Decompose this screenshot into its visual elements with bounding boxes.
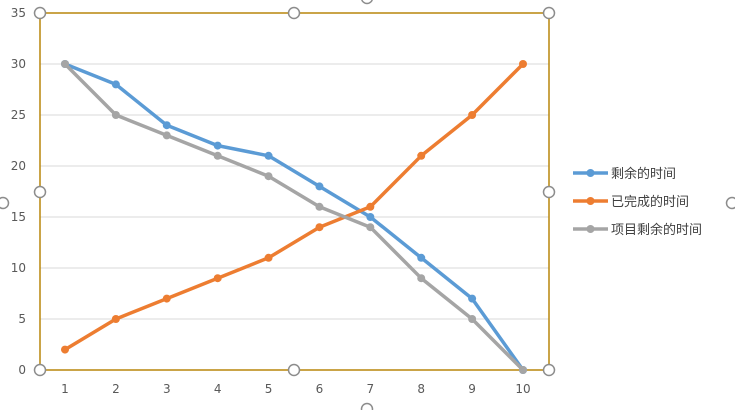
resize-handle[interactable] xyxy=(542,363,556,377)
x-tick-label: 8 xyxy=(417,382,425,396)
data-point[interactable] xyxy=(111,111,120,119)
series-line[interactable] xyxy=(63,62,525,372)
x-tick-label: 4 xyxy=(214,382,222,396)
series-3[interactable] xyxy=(61,60,527,374)
data-point[interactable] xyxy=(162,121,171,130)
legend-label: 剩余的时间 xyxy=(611,166,676,182)
y-tick-label: 30 xyxy=(11,57,26,71)
y-tick-label: 10 xyxy=(11,261,26,275)
data-point[interactable] xyxy=(61,60,69,68)
series-line[interactable] xyxy=(63,62,525,352)
y-tick-label: 20 xyxy=(11,159,26,173)
x-tick-label: 6 xyxy=(316,382,324,396)
resize-handle[interactable] xyxy=(542,185,556,199)
x-tick-label: 10 xyxy=(515,382,530,396)
resize-handle[interactable] xyxy=(33,6,47,20)
x-tick-label: 5 xyxy=(265,382,273,396)
x-tick-label: 7 xyxy=(367,382,375,396)
data-point[interactable] xyxy=(264,253,273,262)
data-point[interactable] xyxy=(519,366,527,374)
data-point[interactable] xyxy=(213,141,222,150)
data-point[interactable] xyxy=(417,151,426,160)
data-point[interactable] xyxy=(468,294,477,303)
data-point[interactable] xyxy=(468,111,477,119)
series-line[interactable] xyxy=(63,62,525,372)
data-point[interactable] xyxy=(417,274,426,283)
data-point[interactable] xyxy=(162,131,171,140)
data-point[interactable] xyxy=(468,315,477,323)
y-tick-label: 5 xyxy=(18,312,26,326)
legend-swatch-marker xyxy=(586,197,595,205)
resize-handle[interactable] xyxy=(725,196,735,210)
x-tick-label: 9 xyxy=(468,382,476,396)
y-tick-label: 0 xyxy=(18,363,26,377)
gridlines xyxy=(40,12,549,371)
legend-item[interactable]: 剩余的时间 xyxy=(573,166,676,182)
data-point[interactable] xyxy=(315,223,324,232)
data-point[interactable] xyxy=(366,223,375,232)
resize-handle[interactable] xyxy=(0,196,10,210)
data-point[interactable] xyxy=(315,182,324,191)
data-point[interactable] xyxy=(417,253,426,262)
data-point[interactable] xyxy=(111,80,120,89)
series-2[interactable] xyxy=(61,60,527,354)
legend-label: 项目剩余的时间 xyxy=(611,222,702,238)
data-point[interactable] xyxy=(213,274,222,283)
x-tick-label: 2 xyxy=(112,382,120,396)
y-tick-label: 35 xyxy=(11,6,26,20)
resize-handle[interactable] xyxy=(361,0,373,5)
legend-swatch-marker xyxy=(586,225,595,233)
resize-handle[interactable] xyxy=(360,402,374,410)
y-tick-label: 25 xyxy=(11,108,26,122)
data-point[interactable] xyxy=(213,151,222,160)
x-tick-label: 3 xyxy=(163,382,171,396)
data-point[interactable] xyxy=(111,315,120,323)
resize-handle[interactable] xyxy=(33,185,47,199)
resize-handle[interactable] xyxy=(287,363,301,377)
data-point[interactable] xyxy=(366,202,375,211)
data-point[interactable] xyxy=(366,213,375,221)
legend-label: 已完成的时间 xyxy=(611,194,689,210)
data-point[interactable] xyxy=(264,172,273,181)
series-lines xyxy=(61,60,527,374)
y-tick-label: 15 xyxy=(11,210,26,224)
x-axis-tick-labels: 1 2 3 4 5 6 7 8 9 10 xyxy=(61,382,530,396)
legend-item[interactable]: 已完成的时间 xyxy=(573,194,689,210)
data-point[interactable] xyxy=(61,345,69,354)
data-point[interactable] xyxy=(519,60,527,68)
x-tick-label: 1 xyxy=(61,382,69,396)
legend-swatch-marker xyxy=(586,169,595,177)
y-axis-tick-labels: 0 5 10 15 20 25 30 35 xyxy=(11,6,26,377)
data-point[interactable] xyxy=(264,151,273,160)
data-point[interactable] xyxy=(315,202,324,211)
data-point[interactable] xyxy=(162,294,171,303)
legend-item[interactable]: 项目剩余的时间 xyxy=(573,222,702,238)
resize-handle[interactable] xyxy=(33,363,47,377)
resize-handle[interactable] xyxy=(542,6,556,20)
resize-handle[interactable] xyxy=(287,6,301,20)
